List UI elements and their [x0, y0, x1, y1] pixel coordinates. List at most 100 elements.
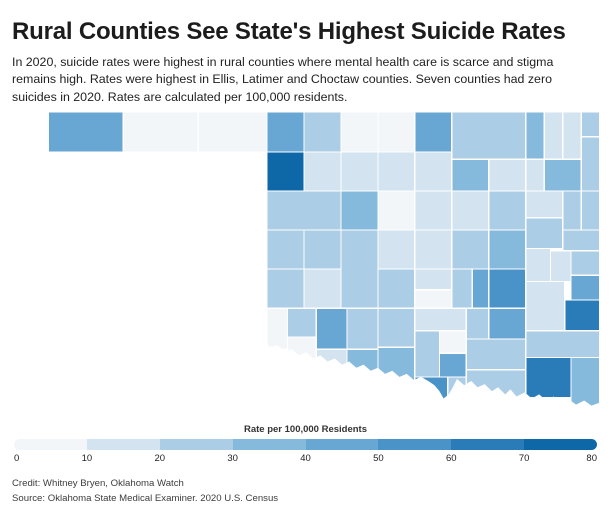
source-line: Source: Oklahoma State Medical Examiner.… [12, 492, 279, 504]
county-pontotoc[interactable]: Pontotoc: 25 [465, 307, 490, 340]
county-adair[interactable]: Adair: 28 [580, 190, 600, 232]
legend-segment [14, 439, 87, 451]
county-jefferson[interactable]: Jefferson: 30 [377, 346, 416, 389]
legend-tick: 0 [14, 453, 20, 465]
county-cleveland[interactable]: Cleveland: 12 [414, 268, 453, 291]
county-okfuskee[interactable]: Okfuskee: 35 [488, 229, 527, 271]
county-rogers[interactable]: Rogers: 15 [525, 159, 545, 193]
county-cotton[interactable]: Cotton: 35 [346, 349, 379, 392]
page-subtitle: In 2020, suicide rates were highest in r… [12, 54, 554, 104]
county-le-flore[interactable]: Le Flore: 45 [570, 275, 600, 301]
legend-segment [86, 439, 160, 451]
county-ottawa[interactable]: Ottawa: 25 [580, 112, 600, 138]
county-woodward[interactable]: Woodward: 15 [303, 151, 342, 193]
legend-segment [159, 439, 233, 451]
county-grady[interactable]: Grady: 22 [377, 268, 416, 310]
legend-tick: 30 [227, 453, 238, 465]
county-pottawatomie[interactable]: Pottawatomie: 26 [451, 268, 473, 310]
county-osage[interactable]: Osage: 25 [451, 112, 527, 161]
county-haskell[interactable]: Haskell: 25 [570, 250, 600, 277]
county-johnston[interactable]: Johnston: 45 [438, 353, 467, 378]
county-latimer[interactable]: Latimer: 65 [564, 299, 600, 332]
county-cherokee[interactable]: Cherokee: 25 [562, 190, 582, 232]
county-muskogee[interactable]: Muskogee: 28 [525, 217, 564, 250]
county-greer[interactable]: Greer: 25 [286, 307, 317, 338]
county-logan[interactable]: Logan: 15 [414, 190, 453, 232]
county-love[interactable]: Love: 55 [414, 376, 449, 416]
county-custer[interactable]: Custer: 22 [303, 229, 342, 271]
county-garfield[interactable]: Garfield: 14 [377, 151, 416, 193]
county-atoka[interactable]: Atoka: 28 [465, 338, 527, 371]
county-kiowa[interactable]: Kiowa: 45 [315, 307, 348, 351]
county-beckham[interactable]: Beckham: 25 [266, 268, 305, 310]
county-blaine[interactable]: Blaine: 32 [340, 190, 379, 232]
county-pawnee[interactable]: Pawnee: 35 [451, 159, 490, 193]
county-pittsburg[interactable]: Pittsburg: 12 [525, 281, 566, 332]
county-woods[interactable]: Woods: 25 [303, 112, 342, 154]
county-cimarron[interactable]: Cimarron: 45 [48, 112, 124, 154]
county-jackson[interactable]: Jackson: 0 [286, 336, 317, 369]
county-canadian[interactable]: Canadian: 12 [377, 229, 416, 271]
legend-title: Rate per 100,000 Residents [243, 424, 368, 436]
county-ellis[interactable]: Ellis: 78 [266, 151, 305, 193]
county-oklahoma[interactable]: Oklahoma: 14 [414, 229, 453, 271]
county-bryan[interactable]: Bryan: 28 [465, 369, 527, 416]
county-seminole[interactable]: Seminole: 45 [471, 268, 490, 310]
county-mayes[interactable]: Mayes: 30 [543, 159, 582, 193]
county-carter[interactable]: Carter: 28 [414, 330, 441, 378]
county-pushmataha[interactable]: Pushmataha: 25 [525, 330, 600, 359]
legend-ticks: 0 10 20 30 40 50 60 70 80 [14, 453, 597, 467]
county-stephens[interactable]: Stephens: 22 [377, 307, 416, 349]
county-payne[interactable]: Payne: 16 [451, 190, 490, 232]
county-coal[interactable]: Coal: 45 [488, 307, 527, 340]
county-dewey[interactable]: Dewey: 25 [266, 190, 342, 232]
legend-bar [14, 439, 597, 451]
county-nowata[interactable]: Nowata: 15 [543, 112, 564, 161]
county-choctaw[interactable]: Choctaw: 65 [525, 357, 572, 399]
map: Cimarron: 45Texas: 0Beaver: 0Harper: 45W… [46, 110, 600, 420]
footer: Credit: Whitney Bryen, Oklahoma Watch So… [12, 477, 599, 506]
county-alfalfa[interactable]: Alfalfa: 0 [340, 112, 379, 154]
credit-line: Credit: Whitney Bryen, Oklahoma Watch [12, 478, 184, 490]
county-washington[interactable]: Washington: 35 [525, 112, 545, 161]
county-murray[interactable]: Murray: 0 [438, 330, 467, 355]
legend-tick: 70 [518, 453, 530, 465]
county-creek[interactable]: Creek: 28 [488, 190, 527, 232]
county-mcintosh[interactable]: McIntosh: 18 [549, 250, 572, 283]
county-okmulgee[interactable]: Okmulgee: 18 [525, 248, 551, 283]
county-marshall[interactable]: Marshall: 25 [447, 376, 467, 411]
county-mcclain[interactable]: McClain: 8 [414, 289, 453, 310]
county-kay[interactable]: Kay: 45 [414, 112, 453, 154]
legend-tick: 20 [154, 453, 166, 465]
county-kingfisher[interactable]: Kingfisher: 8 [377, 190, 416, 232]
legend-tick: 10 [81, 453, 93, 465]
county-craig[interactable]: Craig: 18 [562, 112, 582, 161]
legend-tick: 50 [373, 453, 384, 465]
county-caddo[interactable]: Caddo: 28 [340, 229, 379, 310]
county-hughes[interactable]: Hughes: 50 [488, 268, 527, 310]
legend-segment [305, 439, 379, 451]
county-beaver[interactable]: Beaver: 0 [197, 112, 268, 154]
county-tillman[interactable]: Tillman: 15 [315, 349, 348, 397]
legend-tick: 80 [586, 453, 597, 465]
county-grant[interactable]: Grant: 0 [377, 112, 416, 154]
county-texas[interactable]: Texas: 0 [122, 112, 199, 154]
county-comanche[interactable]: Comanche: 22 [346, 307, 379, 351]
county-washita[interactable]: Washita: 12 [303, 268, 342, 310]
county-noble[interactable]: Noble: 15 [414, 151, 453, 193]
county-harper[interactable]: Harper: 45 [266, 112, 305, 154]
county-lincoln[interactable]: Lincoln: 25 [451, 229, 490, 271]
county-sequoyah[interactable]: Sequoyah: 25 [562, 229, 600, 252]
county-garvin[interactable]: Garvin: 15 [414, 307, 467, 332]
oklahoma-map: Cimarron: 45Texas: 0Beaver: 0Harper: 45W… [48, 112, 600, 417]
county-major[interactable]: Major: 15 [340, 151, 379, 193]
county-roger-mills[interactable]: Roger Mills: 28 [266, 229, 305, 271]
legend-segment [232, 439, 306, 451]
county-harmon[interactable]: Harmon: 0 [266, 307, 289, 351]
county-tulsa[interactable]: Tulsa: 15 [488, 159, 527, 193]
county-mccurtain[interactable]: McCurtain: 35 [570, 357, 600, 417]
county-wagoner[interactable]: Wagoner: 14 [525, 190, 564, 219]
legend-tick: 40 [300, 453, 311, 465]
county-delaware[interactable]: Delaware: 28 [580, 136, 600, 193]
